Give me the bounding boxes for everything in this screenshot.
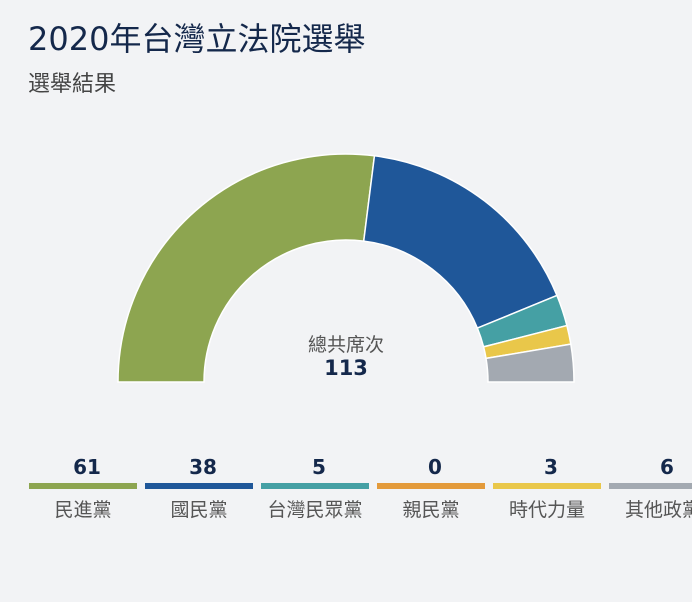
- legend-label: 國民黨: [170, 499, 228, 521]
- legend-value: 5: [312, 455, 326, 479]
- chart-title: 2020年台灣立法院選舉: [28, 20, 366, 58]
- legend-swatch: [261, 483, 369, 489]
- legend-value: 38: [189, 455, 217, 479]
- legend-item: 0 親民黨: [377, 455, 493, 522]
- legend: 61 民進黨 38 國民黨 5 台灣民眾黨 0 親民黨 3 時代力量 6 其他政黨: [29, 455, 692, 522]
- legend-swatch: [29, 483, 137, 489]
- total-seats-label: 總共席次: [307, 334, 384, 356]
- legend-swatch: [609, 483, 692, 489]
- legend-item: 61 民進黨: [29, 455, 145, 522]
- legend-swatch: [377, 483, 485, 489]
- legend-item: 5 台灣民眾黨: [261, 455, 377, 522]
- legend-label: 時代力量: [508, 499, 585, 521]
- legend-value: 3: [544, 455, 558, 479]
- legend-label: 其他政黨: [624, 499, 692, 521]
- legend-value: 6: [660, 455, 674, 479]
- legend-item: 3 時代力量: [493, 455, 609, 522]
- legend-label: 民進黨: [54, 499, 112, 521]
- legend-item: 38 國民黨: [145, 455, 261, 522]
- slice-5: [485, 343, 575, 383]
- total-seats-value: 113: [324, 356, 368, 380]
- legend-value: 0: [428, 455, 442, 479]
- legend-value: 61: [73, 455, 101, 479]
- legend-swatch: [145, 483, 253, 489]
- slice-1: [362, 154, 558, 330]
- legend-label: 親民黨: [402, 499, 460, 521]
- legend-label: 台灣民眾黨: [267, 499, 363, 521]
- slice-0: [117, 153, 376, 383]
- chart-subtitle: 選舉結果: [28, 72, 117, 97]
- legend-swatch: [493, 483, 601, 489]
- legend-item: 6 其他政黨: [609, 455, 692, 522]
